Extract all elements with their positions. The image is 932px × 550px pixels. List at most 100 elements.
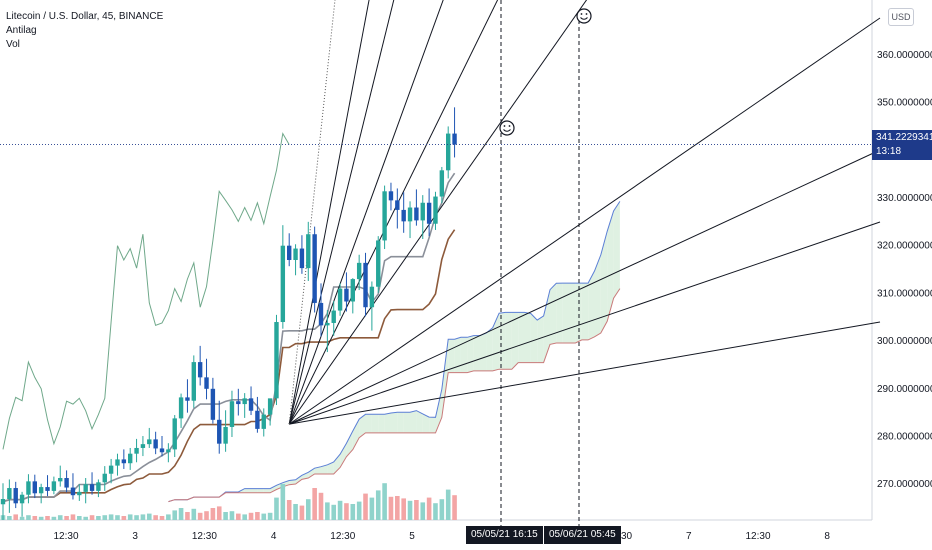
candle-body xyxy=(426,202,432,224)
candle-body xyxy=(128,453,133,464)
candle-body xyxy=(115,459,120,466)
cloud-segment xyxy=(505,312,512,370)
x-tick-label: 4 xyxy=(271,531,277,542)
y-tick-label: 290.00000000 xyxy=(877,384,932,395)
volume-bar xyxy=(236,513,241,520)
candle-body xyxy=(77,491,82,496)
cloud-segment xyxy=(295,475,302,484)
candle-body xyxy=(26,481,31,495)
candle-body xyxy=(299,248,305,269)
cloud-segment xyxy=(384,413,391,433)
candle-body xyxy=(248,398,254,411)
volume-bar xyxy=(382,483,387,520)
candle-body xyxy=(217,419,222,444)
cloud-segment xyxy=(244,488,251,493)
volume-bar xyxy=(96,516,101,520)
cloud-segment xyxy=(301,472,309,480)
candle-body xyxy=(38,487,44,494)
volume-bar xyxy=(286,500,292,520)
symbol-title[interactable]: Litecoin / U.S. Dollar, 45, BINANCE xyxy=(6,11,164,22)
volume-bar xyxy=(337,500,343,520)
volume-bar xyxy=(57,515,63,520)
candle-body xyxy=(363,262,368,308)
cloud-segment xyxy=(251,488,258,493)
current-price-tag: 341.22293415 13:18 xyxy=(872,130,932,160)
volume-bar xyxy=(191,508,197,520)
volume-bar xyxy=(433,503,438,520)
cloud-segment xyxy=(321,464,328,474)
cloud-segment xyxy=(308,468,315,478)
candle-body xyxy=(337,288,343,311)
candle-body xyxy=(312,234,317,303)
cloud-segment xyxy=(429,417,436,433)
volume-bar xyxy=(414,500,419,520)
candle-body xyxy=(388,191,394,201)
candle-body xyxy=(134,447,139,454)
conversion-line xyxy=(2,172,456,503)
volume-bar xyxy=(7,516,12,520)
volume-bar xyxy=(293,504,298,520)
candle-body xyxy=(446,133,451,171)
volume-bar xyxy=(445,489,451,520)
fan-line xyxy=(288,0,395,425)
candle-body xyxy=(293,248,298,260)
candle-body xyxy=(242,398,247,405)
volume-bar xyxy=(407,500,413,520)
candle-body xyxy=(267,398,273,415)
volume-bar xyxy=(401,498,406,520)
smiley-icon xyxy=(576,8,592,24)
candle-body xyxy=(401,209,406,222)
volume-bar xyxy=(146,513,152,520)
cloud-segment xyxy=(499,312,506,370)
candle-body xyxy=(191,362,196,401)
currency-button[interactable]: USD xyxy=(888,8,914,26)
indicator-vol-label[interactable]: Vol xyxy=(6,39,20,50)
fan-line xyxy=(288,0,588,425)
volume-bar xyxy=(325,502,330,520)
candle-body xyxy=(420,202,425,221)
cloud-segment xyxy=(594,254,601,337)
cloud-span-a-line xyxy=(168,201,621,503)
cloud-segment xyxy=(600,231,608,333)
volume-bar xyxy=(261,513,267,520)
cloud-segment xyxy=(543,289,550,363)
candle-body xyxy=(376,240,381,287)
volume-bar xyxy=(115,515,120,520)
fan-dotted-line xyxy=(288,0,336,425)
cloud-segment xyxy=(607,211,614,322)
volume-bar xyxy=(172,510,178,520)
y-tick-label: 300.00000000 xyxy=(877,336,932,347)
volume-bar xyxy=(242,514,247,520)
y-tick-label: 280.00000000 xyxy=(877,432,932,443)
cloud-segment xyxy=(403,412,410,433)
indicator-antilag-label[interactable]: Antilag xyxy=(6,25,37,36)
x-tick-label: 8 xyxy=(824,531,830,542)
cloud-segment xyxy=(346,431,353,457)
x-tick-label: 12:30 xyxy=(745,531,770,542)
volume-bar xyxy=(127,514,133,520)
volume-bar xyxy=(452,495,457,520)
volume-bar xyxy=(83,516,88,520)
volume-bar xyxy=(267,512,273,520)
cloud-segment xyxy=(397,412,404,433)
volume-bar xyxy=(70,514,76,520)
candle-body xyxy=(0,499,6,505)
candle-body xyxy=(344,288,349,302)
volume-bar xyxy=(420,502,426,520)
cloud-span-b-line xyxy=(168,288,621,503)
volume-bar xyxy=(331,504,337,520)
cloud-segment xyxy=(327,462,334,474)
candle-body xyxy=(7,488,12,500)
candle-body xyxy=(45,487,50,491)
cloud-segment xyxy=(518,312,525,363)
cloud-segment xyxy=(263,488,271,493)
y-tick-label: 320.00000000 xyxy=(877,241,932,252)
volume-bar xyxy=(305,499,311,520)
candle-body xyxy=(395,200,400,210)
volume-bar xyxy=(178,508,184,520)
candle-body xyxy=(64,478,69,488)
fan-line xyxy=(288,0,370,425)
cloud-segment xyxy=(448,339,455,373)
